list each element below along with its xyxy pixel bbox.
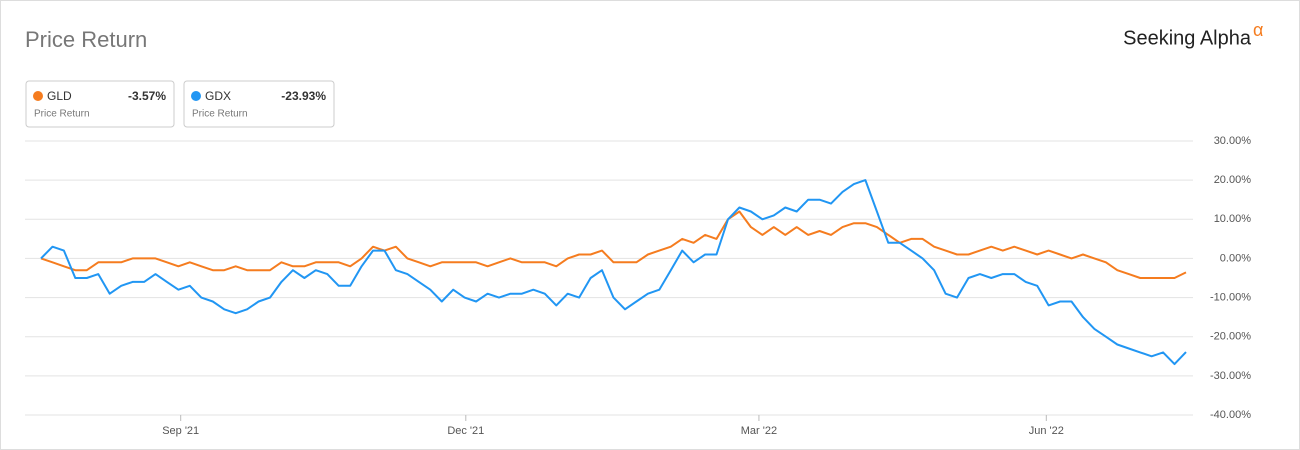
x-tick-label: Jun '22: [1029, 425, 1064, 437]
legend-value: -23.93%: [281, 89, 326, 103]
x-tick-label: Mar '22: [741, 425, 777, 437]
y-tick-label: 30.00%: [1214, 135, 1252, 147]
legend-subtitle: Price Return: [192, 109, 248, 120]
legend-box: [25, 80, 175, 128]
y-tick-label: -20.00%: [1210, 331, 1251, 343]
y-tick-label: -40.00%: [1210, 409, 1251, 421]
legend-swatch: [191, 91, 201, 101]
brand-mark: α: [1253, 20, 1263, 40]
legend-name: GLD: [47, 89, 72, 103]
series-line: [40, 179, 1187, 366]
legend-value: -3.57%: [128, 89, 166, 103]
y-tick-label: 20.00%: [1214, 174, 1252, 186]
y-tick-label: -30.00%: [1210, 370, 1251, 382]
x-tick-label: Sep '21: [162, 425, 199, 437]
brand: Seeking Alpha: [1123, 27, 1252, 49]
series-line: [40, 210, 1187, 279]
y-tick-label: 10.00%: [1214, 213, 1252, 225]
legend-subtitle: Price Return: [34, 109, 90, 120]
legend-name: GDX: [205, 89, 231, 103]
y-tick-label: 0.00%: [1220, 252, 1251, 264]
y-tick-label: -10.00%: [1210, 291, 1251, 303]
legend-swatch: [33, 91, 43, 101]
legend-box: [183, 80, 335, 128]
legend-item[interactable]: GLD -3.57% Price Return: [25, 80, 175, 128]
legend-item[interactable]: GDX -23.93% Price Return: [183, 80, 335, 128]
x-tick-label: Dec '21: [447, 425, 484, 437]
chart-title: Price Return: [25, 27, 147, 52]
